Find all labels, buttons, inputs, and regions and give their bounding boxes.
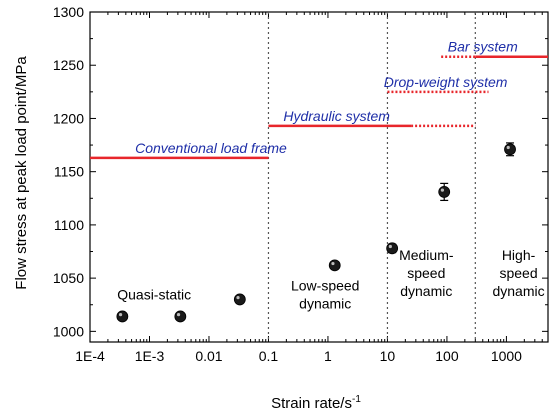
x-tick-label: 0.01: [195, 348, 222, 364]
data-point: [386, 242, 399, 255]
data-point: [233, 293, 246, 306]
data-point: [174, 310, 187, 323]
y-tick-label: 1050: [53, 270, 84, 286]
data-point-highlight: [440, 188, 445, 192]
data-point-highlight: [506, 145, 510, 150]
region-label: Medium-: [399, 247, 454, 263]
system-label: Drop-weight system: [384, 74, 508, 90]
y-axis-title: Flow stress at peak load point/MPa: [13, 56, 30, 290]
x-axis-title-main: Strain rate/s: [271, 395, 352, 412]
region-label: Quasi-static: [117, 286, 191, 302]
x-axis-title-exponent: -1: [352, 394, 361, 405]
data-point-highlight: [118, 313, 123, 317]
x-tick-label: 1E-3: [135, 348, 165, 364]
data-point-highlight: [236, 296, 240, 300]
y-tick-label: 1150: [54, 164, 84, 180]
plot-area: 1E-4 1E-3 0.01 0.1 1 10 100 1000 1000 1050 1100 115…: [53, 4, 549, 364]
region-label: Low-speed: [291, 277, 360, 293]
y-tick-label: 1100: [54, 217, 84, 233]
y-tick-label: 1250: [53, 57, 84, 73]
x-tick-label: 1E-4: [75, 348, 105, 364]
data-point: [328, 259, 341, 272]
x-tick-label: 100: [435, 348, 459, 364]
region-label: speed: [499, 265, 537, 281]
region-label: dynamic: [492, 283, 544, 299]
data-point-highlight: [331, 261, 335, 266]
x-tick-label: 10: [380, 348, 396, 364]
y-tick-label: 1000: [53, 323, 84, 339]
y-tick-label: 1200: [53, 110, 84, 126]
x-tick-label: 1: [324, 348, 332, 364]
region-label: speed: [407, 265, 445, 281]
region-label: dynamic: [400, 283, 452, 299]
data-point-highlight: [388, 244, 392, 249]
data-point: [116, 310, 129, 323]
system-label: Hydraulic system: [283, 108, 390, 124]
data-point: [504, 143, 516, 156]
x-tick-label: 1000: [491, 348, 522, 364]
data-point-highlight: [176, 313, 181, 317]
region-label: High-: [502, 247, 536, 263]
system-label: Bar system: [448, 39, 518, 55]
data-point: [438, 186, 451, 198]
x-tick-label: 0.1: [259, 348, 279, 364]
y-tick-label: 1300: [53, 4, 84, 20]
system-label: Conventional load frame: [135, 140, 287, 156]
x-axis-title: Strain rate/s-1: [271, 394, 361, 412]
region-label: dynamic: [299, 295, 351, 311]
